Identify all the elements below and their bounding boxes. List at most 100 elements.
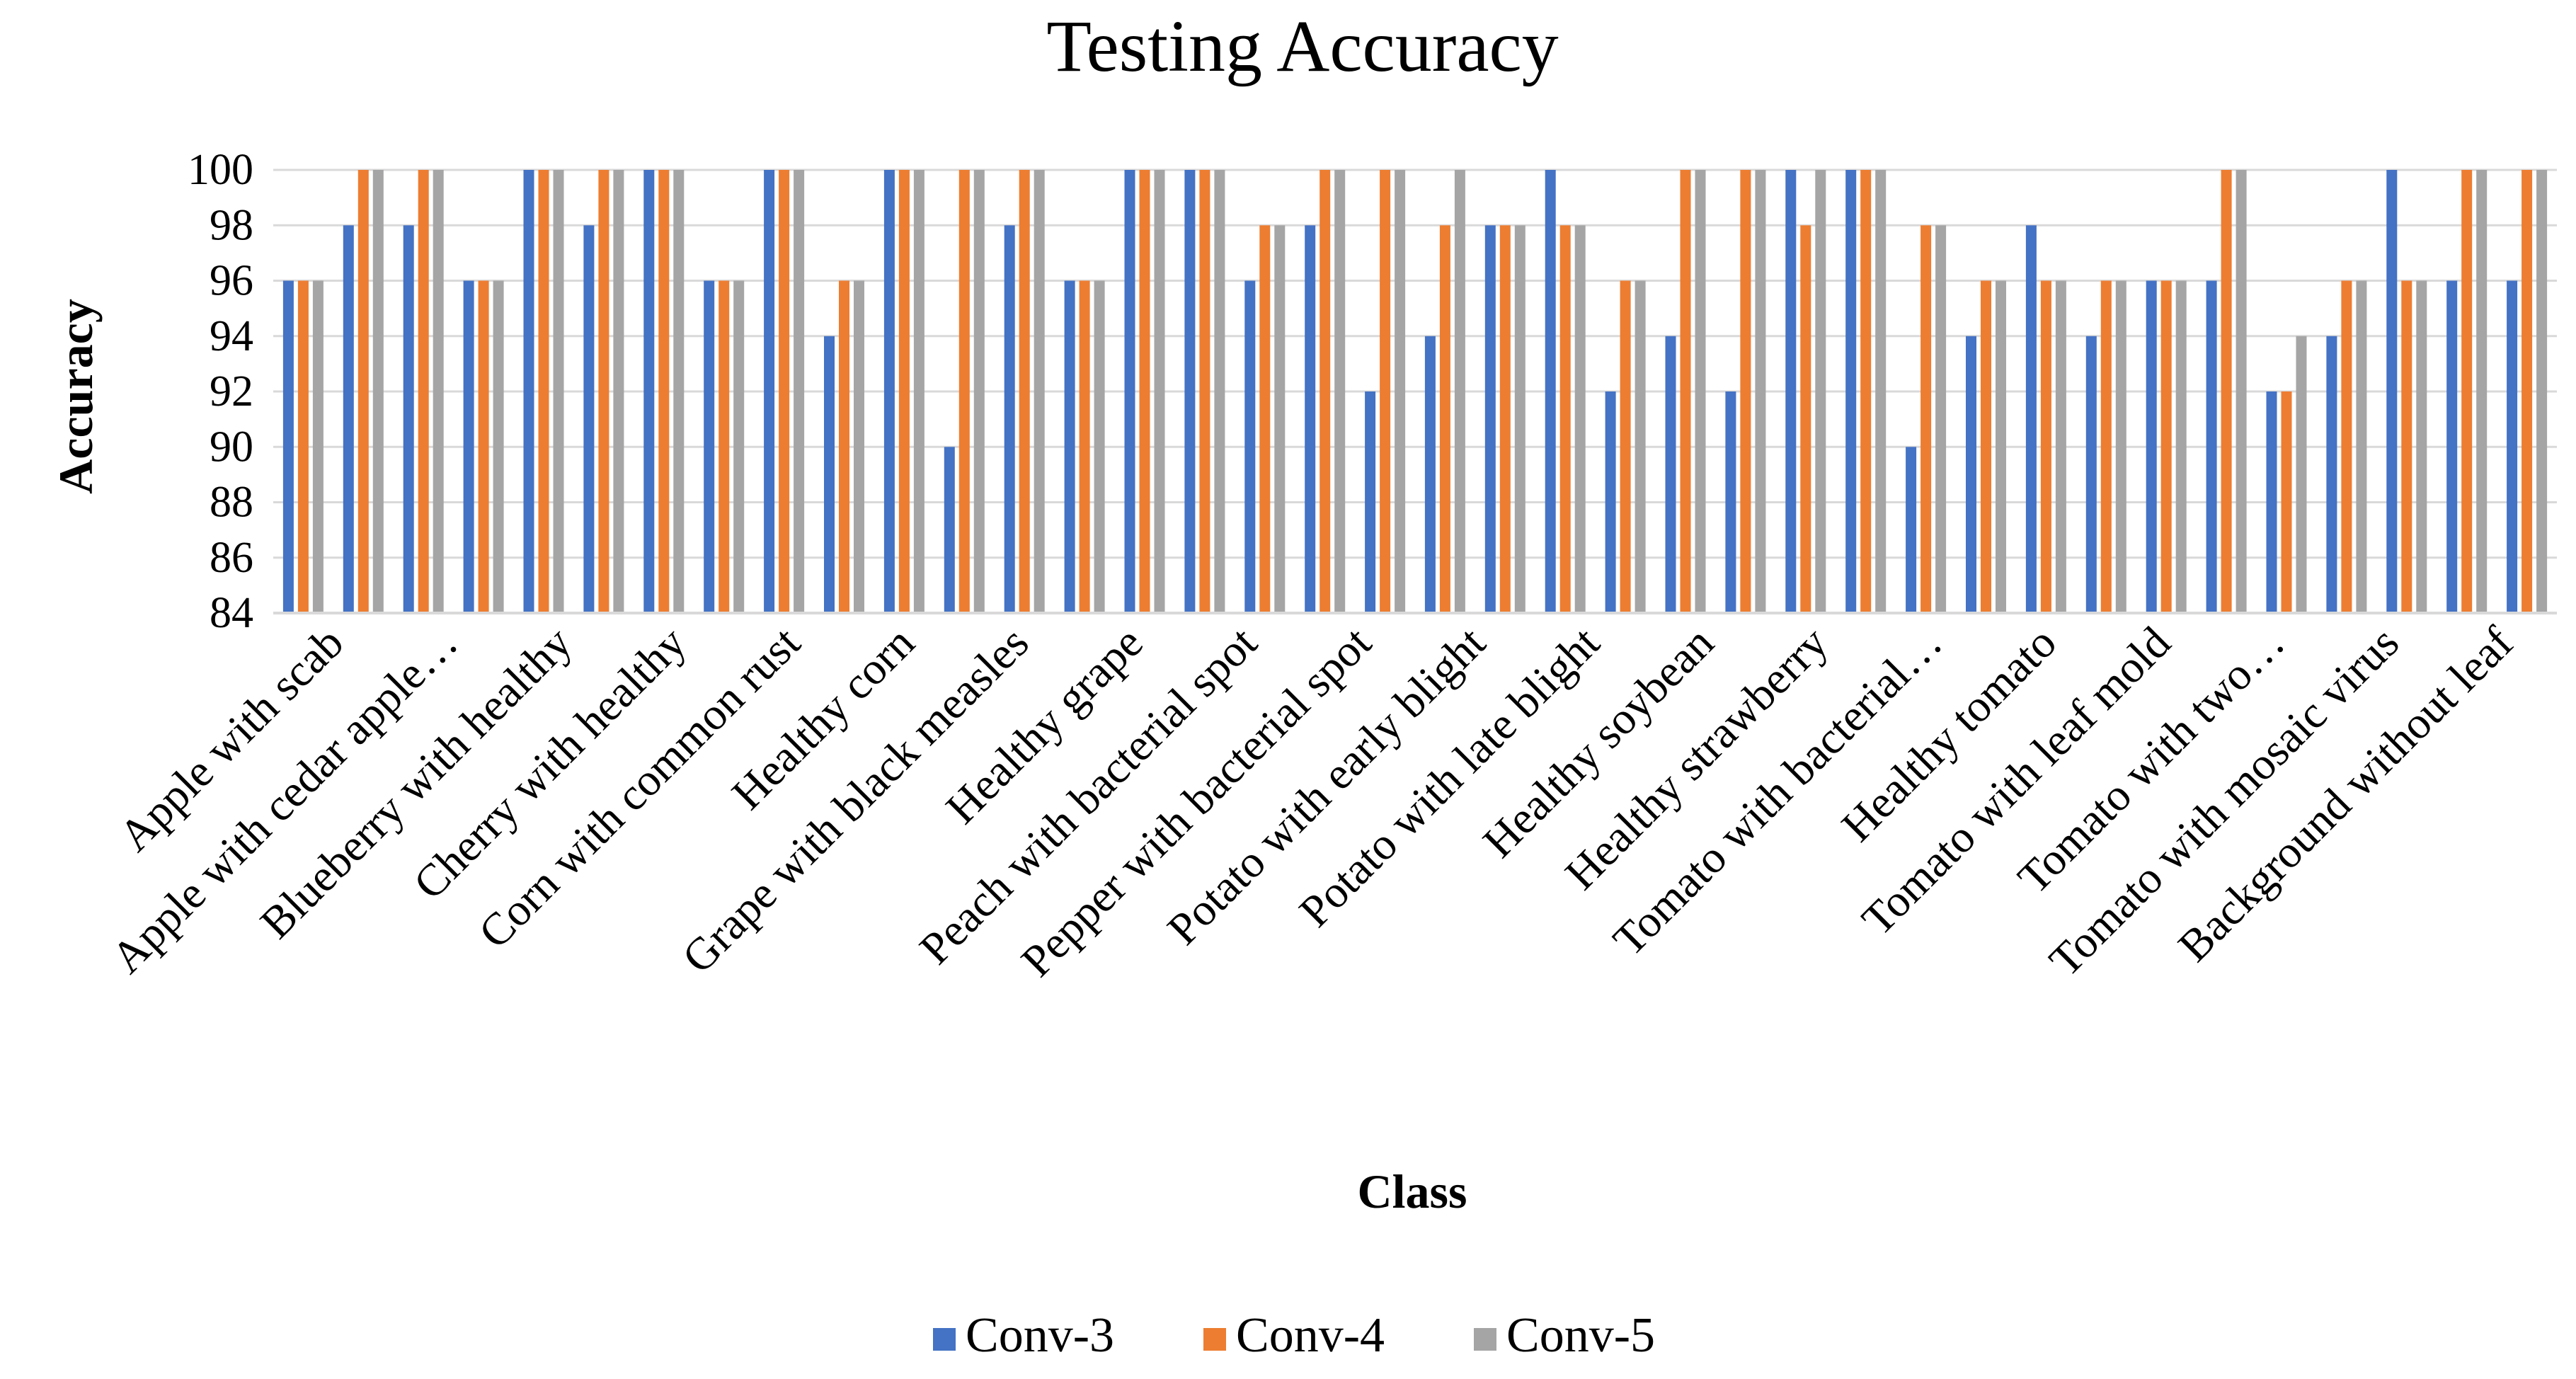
bar-conv-4 bbox=[598, 170, 609, 613]
bar-conv-3 bbox=[1785, 170, 1797, 613]
bar-conv-4 bbox=[2461, 170, 2473, 613]
bar-conv-4 bbox=[1740, 170, 1751, 613]
bar-conv-5 bbox=[553, 170, 564, 613]
bar-conv-4 bbox=[1380, 170, 1391, 613]
legend-swatch-conv-3 bbox=[933, 1328, 956, 1351]
legend-label: Conv-5 bbox=[1506, 1308, 1655, 1363]
bar-conv-3 bbox=[883, 170, 895, 613]
y-axis-label: Accuracy bbox=[49, 299, 103, 494]
bar-conv-3 bbox=[1124, 170, 1135, 613]
bar-conv-4 bbox=[719, 280, 730, 613]
bar-conv-5 bbox=[1154, 170, 1165, 613]
bar-conv-4 bbox=[1439, 225, 1450, 614]
bar-conv-3 bbox=[2206, 280, 2217, 613]
y-tick-label: 100 bbox=[188, 146, 253, 194]
bar-conv-4 bbox=[2221, 170, 2232, 613]
bar-conv-4 bbox=[1920, 225, 1932, 614]
bar-conv-3 bbox=[1244, 280, 1256, 613]
bar-conv-5 bbox=[1274, 225, 1286, 614]
bar-conv-4 bbox=[2341, 280, 2352, 613]
bar-conv-4 bbox=[1981, 280, 1991, 613]
bar-conv-3 bbox=[2146, 280, 2157, 613]
legend: Conv-3 Conv-4 Conv-5 bbox=[933, 1308, 1655, 1363]
bar-conv-4 bbox=[538, 170, 549, 613]
bar-conv-5 bbox=[613, 170, 624, 613]
bar-conv-4 bbox=[478, 280, 489, 613]
bar-conv-5 bbox=[312, 280, 324, 613]
bar-conv-5 bbox=[1755, 170, 1766, 613]
bar-conv-3 bbox=[1906, 447, 1917, 614]
bar-conv-4 bbox=[2040, 280, 2051, 613]
bar-conv-3 bbox=[1365, 391, 1376, 613]
bar-conv-3 bbox=[1725, 391, 1736, 613]
bar-conv-4 bbox=[958, 170, 970, 613]
y-tick-label: 92 bbox=[210, 367, 253, 416]
y-tick-label: 86 bbox=[210, 534, 253, 582]
bar-conv-4 bbox=[1199, 170, 1210, 613]
bar-conv-4 bbox=[1259, 225, 1271, 614]
bar-conv-3 bbox=[1605, 391, 1616, 613]
bar-conv-3 bbox=[944, 447, 955, 614]
bar-conv-5 bbox=[1935, 225, 1947, 614]
bar-conv-4 bbox=[658, 170, 670, 613]
x-axis-label: Class bbox=[1358, 1165, 1467, 1218]
bar-conv-4 bbox=[1860, 170, 1872, 613]
bar-conv-3 bbox=[343, 225, 354, 614]
bar-conv-3 bbox=[1305, 225, 1316, 614]
bar-conv-5 bbox=[2236, 170, 2247, 613]
bar-conv-5 bbox=[2296, 336, 2307, 614]
bar-conv-3 bbox=[523, 170, 534, 613]
bar-conv-3 bbox=[1184, 170, 1196, 613]
bars bbox=[282, 170, 2548, 614]
bar-conv-3 bbox=[1064, 280, 1075, 613]
bar-conv-5 bbox=[1635, 280, 1646, 613]
bar-conv-5 bbox=[2416, 280, 2427, 613]
bar-conv-5 bbox=[1695, 170, 1706, 613]
bar-conv-3 bbox=[403, 225, 414, 614]
bar-conv-5 bbox=[794, 170, 805, 613]
bar-conv-4 bbox=[1680, 170, 1691, 613]
bar-conv-3 bbox=[463, 280, 474, 613]
bar-conv-5 bbox=[973, 170, 985, 613]
bar-conv-5 bbox=[673, 170, 685, 613]
bar-conv-3 bbox=[2085, 336, 2097, 614]
bar-conv-4 bbox=[2281, 391, 2292, 613]
bar-conv-5 bbox=[2175, 280, 2187, 613]
legend-label: Conv-4 bbox=[1236, 1308, 1385, 1363]
bar-conv-5 bbox=[1034, 170, 1045, 613]
bar-conv-5 bbox=[372, 170, 384, 613]
bar-conv-3 bbox=[2326, 336, 2337, 614]
legend-label: Conv-3 bbox=[966, 1308, 1114, 1363]
bar-conv-4 bbox=[418, 170, 429, 613]
bar-conv-3 bbox=[1845, 170, 1857, 613]
bar-conv-3 bbox=[2507, 280, 2518, 613]
bar-conv-5 bbox=[733, 280, 745, 613]
y-tick-label: 96 bbox=[210, 257, 253, 305]
bar-conv-3 bbox=[1966, 336, 1976, 614]
bar-conv-5 bbox=[1514, 225, 1525, 614]
bar-conv-5 bbox=[1815, 170, 1826, 613]
bar-conv-3 bbox=[643, 170, 655, 613]
bar-conv-3 bbox=[583, 225, 595, 614]
bar-conv-3 bbox=[764, 170, 775, 613]
bar-conv-4 bbox=[1499, 225, 1511, 614]
bar-conv-3 bbox=[2266, 391, 2277, 613]
y-tick-label: 90 bbox=[210, 423, 253, 471]
bar-conv-4 bbox=[898, 170, 910, 613]
bar-conv-4 bbox=[357, 170, 369, 613]
y-axis-ticks: 84 86 88 90 92 94 96 98 100 bbox=[188, 146, 253, 637]
bar-conv-5 bbox=[913, 170, 925, 613]
bar-conv-4 bbox=[839, 280, 849, 613]
y-tick-label: 94 bbox=[210, 312, 253, 360]
legend-swatch-conv-4 bbox=[1203, 1328, 1226, 1351]
bar-conv-4 bbox=[297, 280, 309, 613]
bar-conv-4 bbox=[2160, 280, 2172, 613]
bar-conv-5 bbox=[1996, 280, 2006, 613]
bar-conv-3 bbox=[282, 280, 294, 613]
bar-conv-5 bbox=[433, 170, 444, 613]
y-tick-label: 88 bbox=[210, 479, 253, 527]
bar-conv-3 bbox=[1545, 170, 1556, 613]
bar-conv-5 bbox=[493, 280, 504, 613]
bar-conv-4 bbox=[1139, 170, 1150, 613]
bar-conv-3 bbox=[2446, 280, 2458, 613]
